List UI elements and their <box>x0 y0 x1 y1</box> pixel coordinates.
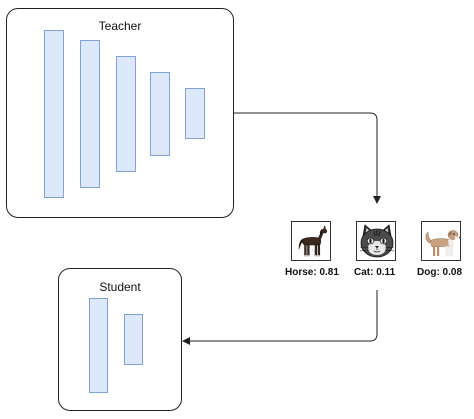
teacher-layer-4 <box>150 72 170 156</box>
dog-icon <box>425 230 460 257</box>
cat-icon <box>359 224 395 258</box>
predictions-to-student-arrow <box>182 290 378 345</box>
teacher-title: Teacher <box>98 19 142 33</box>
student-model-box: Student <box>58 268 182 411</box>
cat-probability-label: Cat: 0.11 <box>354 267 396 278</box>
teacher-to-predictions-arrow <box>234 112 381 204</box>
student-layer-1 <box>89 298 108 393</box>
horse-image <box>291 221 331 261</box>
dog-image <box>421 221 461 261</box>
teacher-layer-5 <box>185 88 205 139</box>
student-title: Student <box>99 280 141 294</box>
teacher-layer-2 <box>80 40 100 188</box>
teacher-model-box: Teacher <box>6 8 234 218</box>
cat-image <box>356 221 396 261</box>
horse-icon <box>298 225 328 257</box>
horse-probability-label: Horse: 0.81 <box>285 267 339 278</box>
student-layer-2 <box>124 314 143 365</box>
dog-probability-label: Dog: 0.08 <box>417 267 463 278</box>
teacher-layer-3 <box>116 56 136 172</box>
teacher-layer-1 <box>44 30 64 198</box>
